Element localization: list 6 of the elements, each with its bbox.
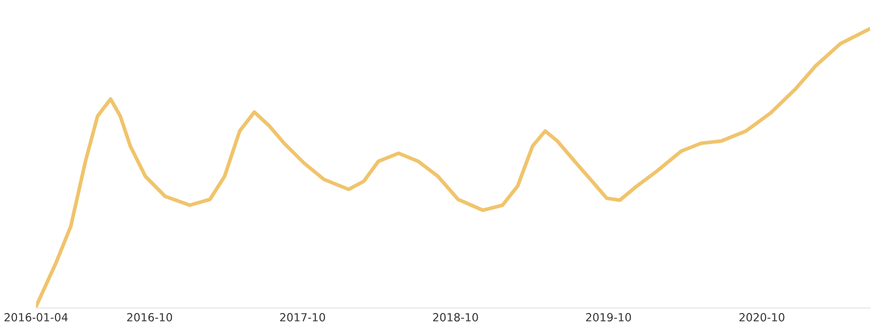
x-tick-label: 2018-10 — [433, 313, 478, 322]
x-tick-label: 2020-10 — [739, 313, 784, 322]
x-tick-label: 2017-10 — [280, 313, 326, 322]
x-tick-label: 2016-10 — [127, 313, 172, 322]
x-tick-label: 2019-10 — [586, 313, 631, 322]
x-tick-label: 2016-01-04 — [4, 313, 68, 322]
